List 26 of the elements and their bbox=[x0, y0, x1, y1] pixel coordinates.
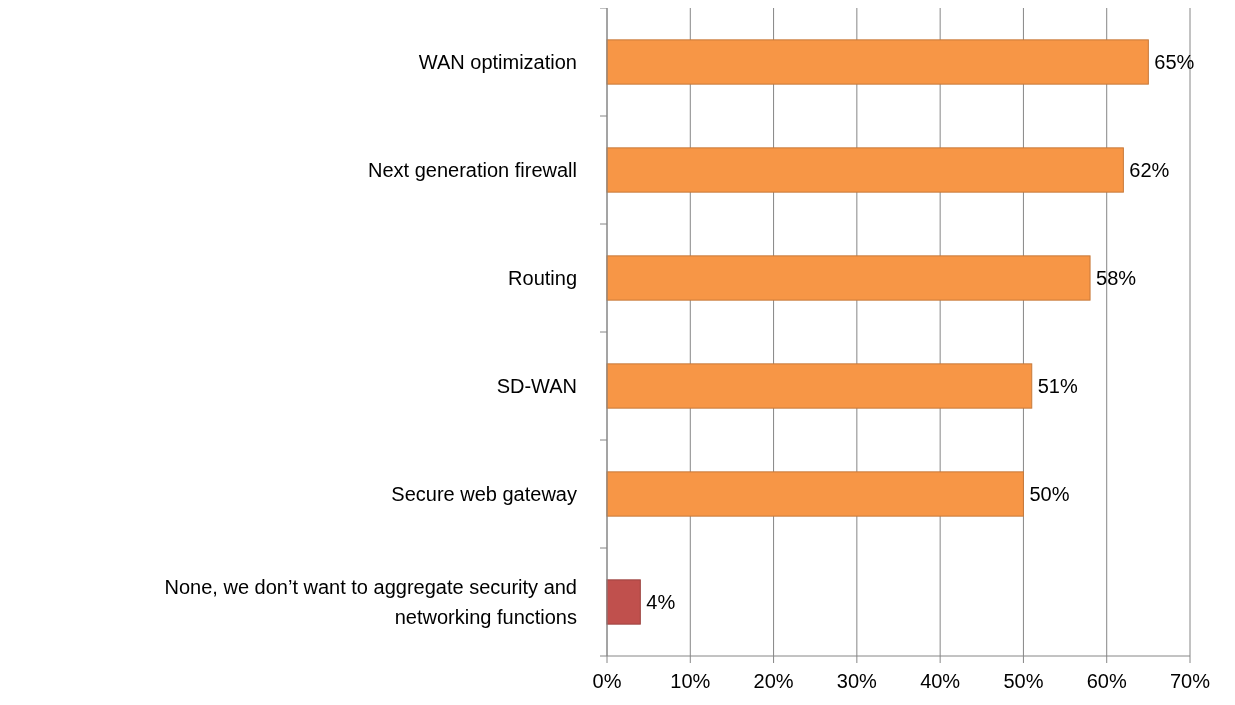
bar bbox=[606, 255, 1091, 301]
x-tick-label: 30% bbox=[836, 670, 878, 692]
x-tick-label: 10% bbox=[670, 670, 711, 692]
x-tick-label: 60% bbox=[1086, 670, 1127, 692]
x-tick-label: 20% bbox=[753, 670, 794, 692]
data-label: 62% bbox=[1129, 159, 1170, 181]
data-label: 50% bbox=[1029, 483, 1070, 505]
x-tick-label: 40% bbox=[920, 670, 961, 692]
data-label: 65% bbox=[1154, 51, 1195, 73]
x-tick-label: 50% bbox=[1003, 670, 1044, 692]
y-tick-label: SD-WAN bbox=[496, 375, 577, 397]
data-label: 51% bbox=[1037, 375, 1078, 397]
y-tick-label: Routing bbox=[508, 267, 577, 289]
y-tick-label: None, we don’t want to aggregate security and networking functions bbox=[164, 576, 577, 628]
bar bbox=[606, 579, 641, 625]
y-tick-label: Next generation firewall bbox=[368, 159, 577, 181]
y-tick-label: WAN optimization bbox=[418, 51, 577, 73]
x-tick-label: 70% bbox=[1169, 670, 1211, 692]
data-label: 4% bbox=[646, 591, 676, 613]
bar bbox=[606, 147, 1124, 193]
y-tick-label: Secure web gateway bbox=[391, 483, 577, 505]
data-label: 58% bbox=[1096, 267, 1137, 289]
bar bbox=[606, 39, 1149, 85]
bar bbox=[606, 363, 1033, 409]
bar bbox=[606, 471, 1024, 517]
x-tick-label: 0% bbox=[592, 670, 622, 692]
